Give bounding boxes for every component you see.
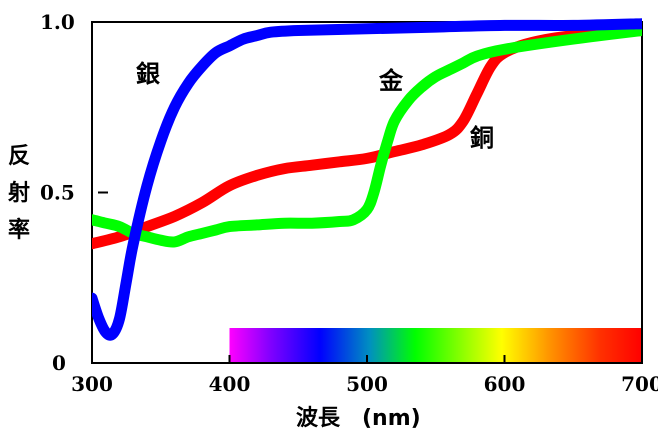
plot-frame xyxy=(91,21,643,364)
series-line-silver xyxy=(92,18,642,341)
y-axis-ticks: 0 0.5 1.0 xyxy=(40,10,108,375)
series-label-gold: 金 xyxy=(378,67,404,95)
y-axis-label-char-1: 反 xyxy=(8,144,30,169)
x-tick-label: 400 xyxy=(209,372,251,396)
visible-spectrum-bar xyxy=(229,328,642,362)
y-axis-label-char-3: 率 xyxy=(8,217,30,243)
y-axis-label-char-2: 射 xyxy=(7,180,30,206)
x-tick-label: 700 xyxy=(621,372,658,396)
x-tick-label: 500 xyxy=(346,372,388,396)
series-lines xyxy=(92,18,642,341)
series-label-copper: 銅 xyxy=(470,124,494,152)
series-line-gold xyxy=(92,25,642,248)
x-tick-label: 300 xyxy=(71,372,113,396)
y-tick-label: 0.5 xyxy=(40,181,75,205)
x-tick-label: 600 xyxy=(484,372,526,396)
y-tick-label: 0 xyxy=(52,351,66,375)
series-label-silver: 銀 xyxy=(136,60,160,88)
x-axis-ticks: 300 400 500 600 700 xyxy=(71,355,658,396)
x-axis-label: 波長 (nm) xyxy=(296,406,421,431)
y-tick-label: 1.0 xyxy=(40,10,75,34)
